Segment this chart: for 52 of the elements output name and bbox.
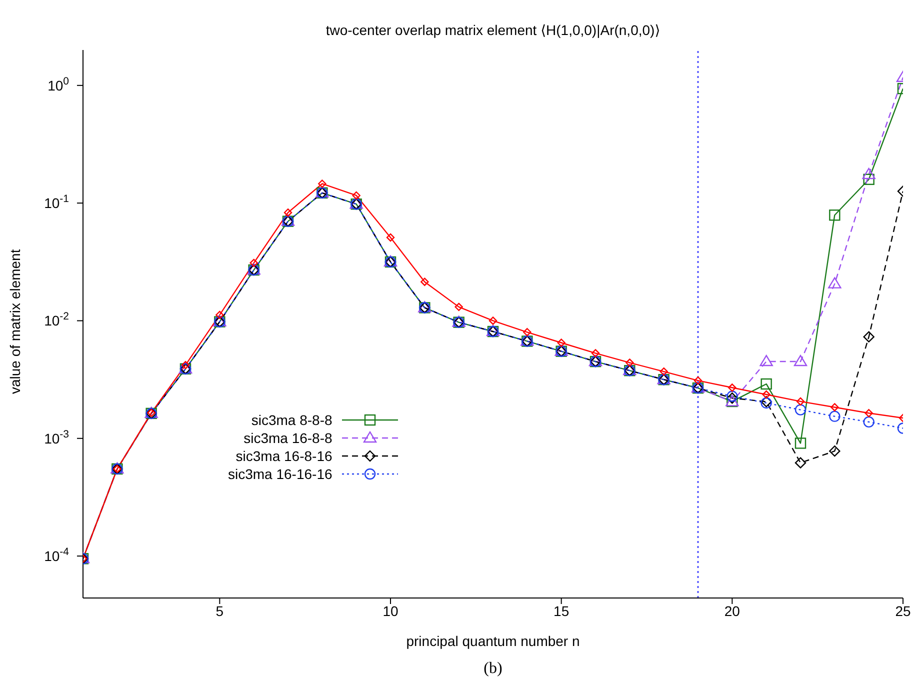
- point: [591, 349, 600, 358]
- point: [660, 367, 668, 376]
- x-tick-label: 10: [382, 602, 398, 619]
- point: [794, 457, 806, 468]
- point: [760, 354, 773, 366]
- x-tick-label: 15: [554, 602, 570, 619]
- point: [794, 404, 806, 416]
- x-tick-label: 5: [216, 602, 224, 619]
- legend-label: sic3ma 16-16-16: [228, 466, 332, 482]
- point: [694, 376, 702, 385]
- point: [386, 233, 395, 242]
- point: [829, 210, 840, 221]
- point: [728, 384, 736, 392]
- chart-title: two-center overlap matrix element ⟨H(1,0,0)|Ar(n,0,0)⟩: [324, 22, 662, 39]
- point: [829, 410, 840, 422]
- point: [863, 174, 874, 185]
- point: [863, 416, 874, 428]
- point: [863, 331, 874, 342]
- point: [420, 278, 429, 286]
- x-axis-title: principal quantum number n: [406, 633, 580, 649]
- text: (b): [482, 660, 504, 678]
- point: [762, 390, 770, 399]
- point: [862, 168, 876, 180]
- point: [794, 438, 806, 449]
- point: [830, 403, 839, 412]
- point: [523, 328, 532, 336]
- y-tick-label: 10$^{-2}$: [44, 310, 70, 329]
- point: [864, 409, 873, 418]
- y-axis-title: value of matrix element: [6, 249, 23, 394]
- y-tick-label: 10$^{-3}$: [44, 428, 70, 446]
- y-tick-label: 10$^{0}$: [48, 75, 70, 94]
- legend-label: sic3ma 8-8-8: [251, 412, 332, 428]
- point: [488, 316, 498, 325]
- point: [352, 191, 360, 200]
- x-tick-label: 20: [724, 602, 740, 619]
- point: [796, 397, 805, 406]
- point: [284, 208, 292, 217]
- point: [626, 358, 634, 367]
- point: [250, 258, 258, 268]
- point: [454, 302, 463, 312]
- legend-label: sic3ma 16-8-16: [236, 448, 332, 464]
- point: [829, 445, 840, 457]
- point: [760, 378, 772, 390]
- point: [794, 354, 808, 366]
- y-tick-label: 10$^{-4}$: [44, 546, 70, 564]
- point: [318, 180, 326, 188]
- point: [557, 338, 566, 347]
- y-tick-label: 10$^{-1}$: [44, 193, 70, 212]
- point: [828, 277, 842, 288]
- x-tick-label: 25: [895, 602, 911, 619]
- legend-label: sic3ma 16-8-8: [244, 430, 332, 446]
- point: [216, 310, 224, 320]
